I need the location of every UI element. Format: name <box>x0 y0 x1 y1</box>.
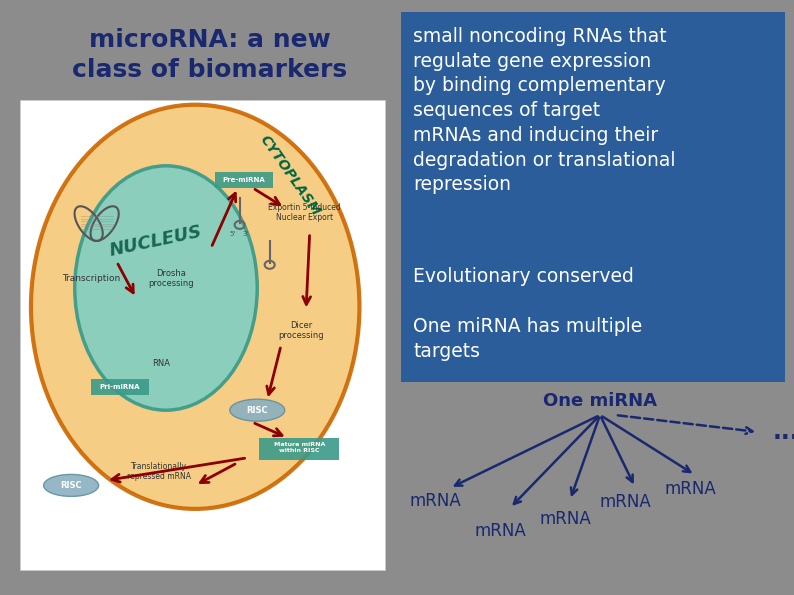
Text: Translationally
repressed mRNA: Translationally repressed mRNA <box>127 462 191 481</box>
Text: NUCLEUS: NUCLEUS <box>108 223 204 259</box>
Bar <box>401 12 785 382</box>
Bar <box>214 172 272 188</box>
Text: Drosha
processing: Drosha processing <box>148 269 194 289</box>
Text: RISC: RISC <box>246 406 268 415</box>
Text: RNA: RNA <box>152 359 170 368</box>
Bar <box>20 100 385 570</box>
Text: CYTOPLASM: CYTOPLASM <box>257 132 323 218</box>
Text: mRNA: mRNA <box>409 492 461 510</box>
Ellipse shape <box>31 105 360 509</box>
Ellipse shape <box>75 166 257 410</box>
Ellipse shape <box>44 474 98 496</box>
Text: mRNA: mRNA <box>539 510 591 528</box>
Text: One miRNA has multiple
targets: One miRNA has multiple targets <box>413 317 642 361</box>
Text: RISC: RISC <box>60 481 82 490</box>
Text: One miRNA: One miRNA <box>543 392 657 410</box>
Text: micro​RNA: a new
class of biomarkers: micro​RNA: a new class of biomarkers <box>72 28 348 82</box>
Text: mRNA: mRNA <box>474 522 526 540</box>
Text: Pri-miRNA: Pri-miRNA <box>99 384 140 390</box>
Text: Dicer
processing: Dicer processing <box>278 321 324 340</box>
Text: mRNA: mRNA <box>664 480 716 498</box>
Bar <box>91 378 148 394</box>
Text: small noncoding RNAs that
regulate gene expression
by binding complementary
sequ: small noncoding RNAs that regulate gene … <box>413 27 676 194</box>
Text: 3': 3' <box>243 231 249 237</box>
Text: mRNA: mRNA <box>599 493 651 511</box>
Text: Evolutionary conserved: Evolutionary conserved <box>413 267 634 286</box>
Bar <box>260 438 339 460</box>
Text: Mature miRNA
within RISC: Mature miRNA within RISC <box>274 443 325 453</box>
Text: Transcription: Transcription <box>63 274 121 283</box>
Ellipse shape <box>229 399 285 421</box>
Text: 5': 5' <box>229 231 236 237</box>
Text: ...: ... <box>773 420 794 444</box>
Text: Exportin 5-induced
Nuclear Export: Exportin 5-induced Nuclear Export <box>268 203 341 223</box>
Text: Pre-miRNA: Pre-miRNA <box>222 177 265 183</box>
